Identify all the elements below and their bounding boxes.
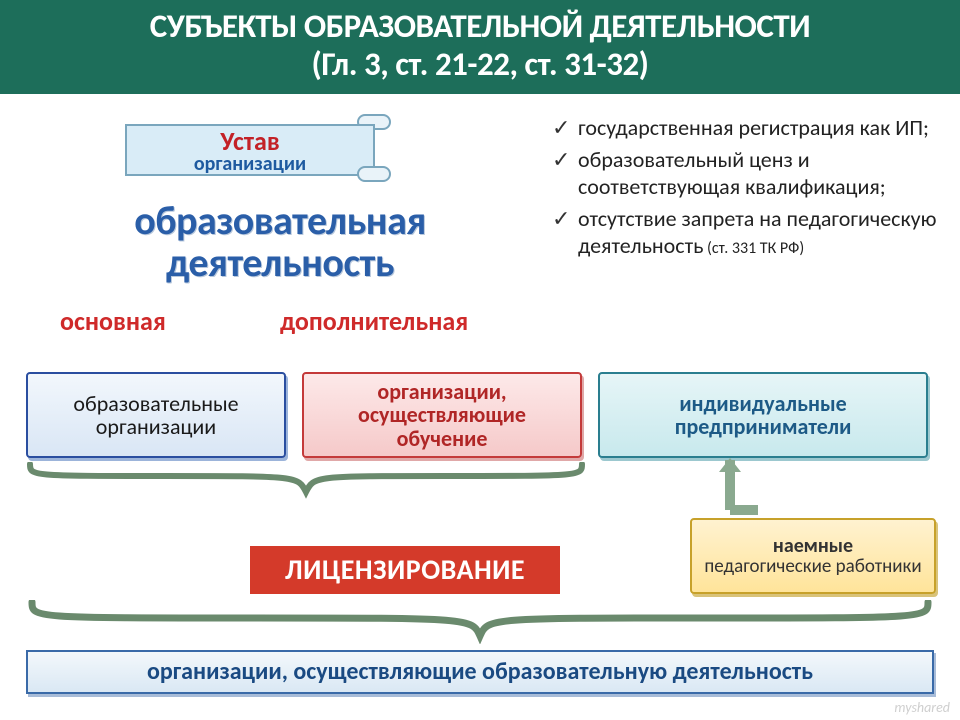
card-label: наемные педагогические работники [704, 536, 921, 577]
brace-bottom-icon [26, 600, 934, 644]
watermark: myshared [894, 699, 950, 716]
checklist-text: государственная регистрация как ИП; [578, 114, 929, 141]
charter-subtitle: организации [127, 154, 373, 174]
licensing-label: ЛИЦЕНЗИРОВАНИЕ [250, 546, 560, 594]
charter-title: Устав [127, 128, 373, 154]
subtype-main: основная [60, 305, 166, 337]
checklist-item: государственная регистрация как ИП; [550, 115, 945, 141]
card-bold: наемные [704, 536, 921, 557]
scroll-curl-icon [357, 166, 391, 182]
card-label: организации, осуществляющие обучение [312, 380, 572, 449]
activity-title: образовательная деятельность [40, 200, 520, 284]
slide-header: СУБЪЕКТЫ ОБРАЗОВАТЕЛЬНОЙ ДЕЯТЕЛЬНОСТИ (Г… [0, 0, 960, 94]
checklist-item: отсутствие запрета на педагогическую дея… [550, 206, 945, 259]
charter-scroll: Устав организации [115, 112, 385, 184]
checklist-tail: (ст. 331 ТК РФ) [703, 239, 804, 258]
subtype-additional: дополнительная [280, 305, 468, 337]
checklist-text: образовательный ценз и соответствующая к… [578, 146, 886, 199]
bottom-summary: организации, осуществляющие образователь… [26, 650, 934, 694]
arrow-up-icon [719, 458, 741, 472]
checklist-item: образовательный ценз и соответствующая к… [550, 147, 945, 200]
card-rest: педагогические работники [704, 555, 921, 578]
requirements-checklist: государственная регистрация как ИП; обра… [550, 115, 945, 265]
scroll-paper: Устав организации [125, 124, 375, 176]
card-label: индивидуальные предприниматели [608, 392, 918, 438]
header-line2: (Гл. 3, ст. 21-22, ст. 31-32) [10, 46, 950, 84]
brace-top-icon [26, 462, 586, 502]
card-individual-entrepreneurs: индивидуальные предприниматели [598, 372, 928, 458]
card-label: образовательные организации [36, 392, 276, 438]
card-edu-organizations: образовательные организации [26, 372, 286, 458]
card-training-organizations: организации, осуществляющие обучение [302, 372, 582, 458]
card-hired-teachers: наемные педагогические работники [690, 518, 936, 594]
header-line1: СУБЪЕКТЫ ОБРАЗОВАТЕЛЬНОЙ ДЕЯТЕЛЬНОСТИ [10, 8, 950, 46]
